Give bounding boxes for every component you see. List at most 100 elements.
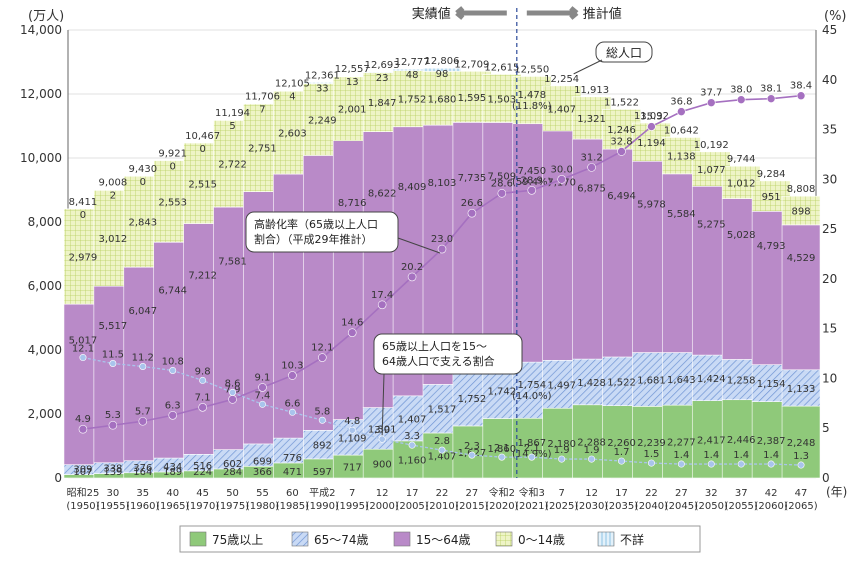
legend-label: 不詳 bbox=[620, 532, 644, 547]
segment-label: 2,843 bbox=[128, 218, 157, 229]
aging-rate-point bbox=[288, 371, 297, 380]
support-ratio-point bbox=[258, 400, 266, 408]
aging-rate-label: 35.3 bbox=[640, 112, 662, 123]
category-label: 12 (2000) bbox=[366, 488, 399, 512]
category-label: 17 (2005) bbox=[395, 488, 428, 512]
support-ratio-label: 1.7 bbox=[614, 447, 630, 458]
total-label: 12,557 bbox=[335, 64, 370, 75]
segment-label: 1,424 bbox=[697, 374, 726, 385]
support-ratio-label: 4.8 bbox=[344, 416, 360, 427]
segment-label: 2,979 bbox=[69, 252, 98, 263]
legend-swatch bbox=[291, 531, 309, 547]
support-ratio-label: 3.3 bbox=[404, 431, 420, 442]
segment-label: 2,515 bbox=[188, 179, 217, 190]
category-label: 45 (1970) bbox=[186, 488, 219, 512]
segment-label: 309 bbox=[73, 465, 92, 476]
category-label: 37 (2055) bbox=[725, 488, 758, 512]
aging-rate-point bbox=[407, 272, 417, 282]
segment-label: 5,017 bbox=[69, 335, 98, 346]
aging-rate-point bbox=[228, 395, 237, 404]
support-ratio-point bbox=[348, 426, 356, 434]
support-ratio-label: 1.4 bbox=[703, 450, 719, 461]
segment-label: 1,497 bbox=[547, 380, 576, 391]
segment-label: 7,450 (59.4%) bbox=[512, 166, 552, 188]
category-label: 35 (1960) bbox=[126, 488, 159, 512]
category-label: 7 (1995) bbox=[336, 488, 369, 512]
support-ratio-point bbox=[318, 416, 326, 424]
segment-label: 2,417 bbox=[697, 435, 726, 446]
category-label: 22 (2010) bbox=[425, 488, 458, 512]
segment-label: 0 bbox=[170, 162, 176, 173]
segment-label: 2,387 bbox=[757, 436, 786, 447]
total-label: 11,913 bbox=[574, 85, 609, 96]
segment-label: 7,735 bbox=[458, 173, 487, 184]
segment-label: 434 bbox=[163, 462, 182, 473]
segment-label: 284 bbox=[223, 467, 242, 478]
segment-label: 6,494 bbox=[607, 191, 636, 202]
aging-rate-label: 4.9 bbox=[75, 414, 91, 425]
segment-label: 2,001 bbox=[338, 105, 367, 116]
segment-label: 8,103 bbox=[428, 178, 457, 189]
support-ratio-label: 1.9 bbox=[554, 445, 570, 456]
support-ratio-label: 5.8 bbox=[314, 406, 330, 417]
left-tick-label: 10,000 bbox=[20, 151, 62, 165]
legend-label: 15～64歳 bbox=[416, 533, 471, 547]
aging-rate-point bbox=[647, 122, 656, 131]
segment-label: 2,277 bbox=[667, 438, 696, 449]
segment-label: 3,012 bbox=[99, 234, 128, 245]
aging-rate-label: 14.6 bbox=[341, 318, 363, 329]
category-label: 32 (2050) bbox=[695, 488, 728, 512]
segment-label: 23 bbox=[376, 73, 389, 84]
segment-label: 2,603 bbox=[278, 128, 307, 139]
category-label: 平成2 (1990) bbox=[306, 487, 339, 512]
support-callout-pointer bbox=[381, 373, 385, 436]
bar-segment bbox=[422, 67, 462, 72]
legend-label: 75歳以上 bbox=[212, 533, 263, 547]
segment-label: 699 bbox=[253, 456, 272, 467]
legend-label: 65～74歳 bbox=[314, 533, 369, 547]
total-callout-box bbox=[595, 41, 653, 63]
aging-rate-label: 30.0 bbox=[551, 164, 573, 175]
support-ratio-label: 1.3 bbox=[793, 451, 809, 462]
aging-rate-label: 26.6 bbox=[461, 198, 483, 209]
segment-label: 1,194 bbox=[637, 138, 666, 149]
support-ratio-label: 11.2 bbox=[132, 352, 154, 363]
support-ratio-point bbox=[558, 455, 566, 463]
category-label: 60 (1985) bbox=[276, 488, 309, 512]
segment-label: 7,212 bbox=[188, 270, 217, 281]
aging-rate-label: 6.3 bbox=[165, 400, 181, 411]
category-label: 55 (1980) bbox=[246, 488, 279, 512]
projected-arrow bbox=[526, 6, 579, 20]
total-callout-pointer bbox=[573, 59, 603, 75]
support-ratio-point bbox=[288, 408, 296, 416]
total-label: 11,194 bbox=[215, 108, 250, 119]
segment-label: 1,742 bbox=[488, 387, 517, 398]
segment-label: 1,077 bbox=[697, 165, 726, 176]
aging-rate-point bbox=[78, 424, 88, 434]
aging-rate-point bbox=[347, 328, 357, 337]
category-label: 40 (1965) bbox=[156, 488, 189, 512]
category-label: 50 (1975) bbox=[216, 488, 249, 512]
support-ratio-point bbox=[468, 451, 476, 459]
aging-rate-point bbox=[527, 185, 537, 195]
support-ratio-point bbox=[528, 453, 536, 461]
projected-label: 推計値 bbox=[583, 6, 622, 22]
left-tick-label: 2,000 bbox=[28, 407, 62, 421]
left-tick-label: 8,000 bbox=[28, 215, 62, 229]
aging-rate-point bbox=[198, 403, 207, 412]
aging-rate-label: 38.4 bbox=[790, 81, 812, 92]
left-tick-label: 14,000 bbox=[20, 23, 62, 37]
segment-label: 1,407 bbox=[547, 104, 576, 115]
total-label: 8,411 bbox=[69, 197, 98, 208]
support-ratio-label: 1.5 bbox=[643, 449, 659, 460]
segment-label: 33 bbox=[316, 83, 329, 94]
segment-label: 98 bbox=[436, 69, 449, 80]
segment-label: 1,321 bbox=[577, 114, 606, 125]
segment-label: 0 bbox=[80, 210, 86, 221]
segment-label: 1,503 bbox=[488, 94, 517, 105]
category-label: 47 (2065) bbox=[784, 488, 817, 512]
segment-label: 1,860 bbox=[488, 444, 517, 455]
aging-rate-callout-box bbox=[245, 211, 399, 253]
segment-label: 776 bbox=[283, 453, 302, 464]
